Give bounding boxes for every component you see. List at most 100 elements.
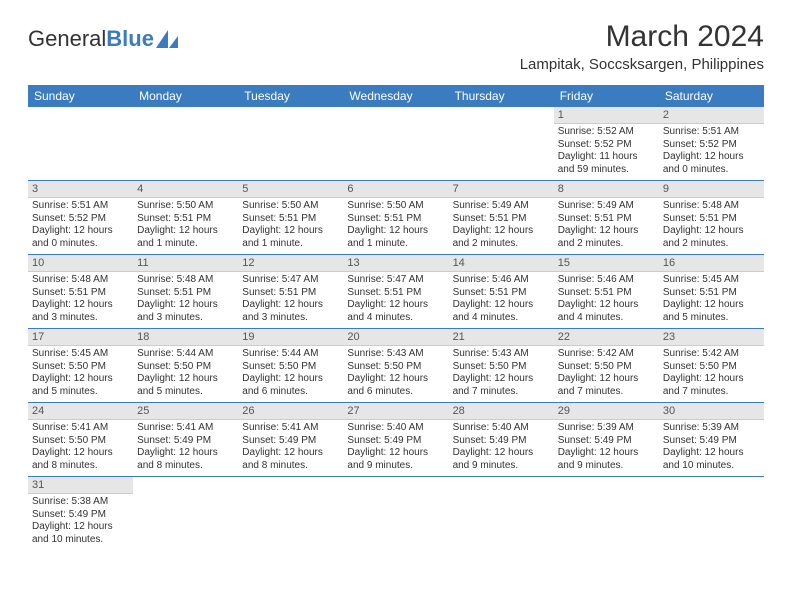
calendar-cell — [133, 107, 238, 181]
calendar-cell: 15Sunrise: 5:46 AMSunset: 5:51 PMDayligh… — [554, 255, 659, 329]
day-detail-line: Sunrise: 5:42 AM — [558, 348, 655, 361]
logo-text-2: Blue — [106, 26, 154, 52]
day-details: Sunrise: 5:49 AMSunset: 5:51 PMDaylight:… — [554, 198, 659, 254]
day-detail-line: Sunrise: 5:39 AM — [663, 422, 760, 435]
day-detail-line: Daylight: 11 hours — [558, 151, 655, 164]
calendar-cell — [449, 477, 554, 551]
day-detail-line: Sunset: 5:51 PM — [32, 287, 129, 300]
calendar-cell: 30Sunrise: 5:39 AMSunset: 5:49 PMDayligh… — [659, 403, 764, 477]
day-detail-line: Sunset: 5:51 PM — [453, 213, 550, 226]
day-details: Sunrise: 5:48 AMSunset: 5:51 PMDaylight:… — [659, 198, 764, 254]
day-detail-line: Sunset: 5:52 PM — [663, 139, 760, 152]
day-details: Sunrise: 5:41 AMSunset: 5:49 PMDaylight:… — [133, 420, 238, 476]
day-number: 28 — [449, 403, 554, 420]
day-number: 14 — [449, 255, 554, 272]
day-details: Sunrise: 5:46 AMSunset: 5:51 PMDaylight:… — [449, 272, 554, 328]
day-detail-line: Daylight: 12 hours — [663, 447, 760, 460]
day-detail-line: Sunset: 5:51 PM — [347, 287, 444, 300]
day-detail-line: and 9 minutes. — [453, 460, 550, 473]
day-detail-line: Sunset: 5:49 PM — [137, 435, 234, 448]
calendar-cell: 11Sunrise: 5:48 AMSunset: 5:51 PMDayligh… — [133, 255, 238, 329]
calendar-cell — [343, 107, 448, 181]
day-number: 4 — [133, 181, 238, 198]
logo: GeneralBlue — [28, 26, 178, 52]
day-detail-line: and 7 minutes. — [453, 386, 550, 399]
day-number: 18 — [133, 329, 238, 346]
day-details: Sunrise: 5:47 AMSunset: 5:51 PMDaylight:… — [238, 272, 343, 328]
day-detail-line: and 59 minutes. — [558, 164, 655, 177]
day-detail-line: Sunrise: 5:44 AM — [242, 348, 339, 361]
day-detail-line: and 2 minutes. — [663, 238, 760, 251]
day-detail-line: Sunrise: 5:47 AM — [347, 274, 444, 287]
day-detail-line: Daylight: 12 hours — [242, 447, 339, 460]
calendar-cell: 4Sunrise: 5:50 AMSunset: 5:51 PMDaylight… — [133, 181, 238, 255]
calendar-cell: 24Sunrise: 5:41 AMSunset: 5:50 PMDayligh… — [28, 403, 133, 477]
day-number: 2 — [659, 107, 764, 124]
calendar-cell — [28, 107, 133, 181]
day-details: Sunrise: 5:50 AMSunset: 5:51 PMDaylight:… — [133, 198, 238, 254]
day-detail-line: Sunset: 5:51 PM — [347, 213, 444, 226]
day-details: Sunrise: 5:41 AMSunset: 5:50 PMDaylight:… — [28, 420, 133, 476]
day-detail-line: and 1 minute. — [242, 238, 339, 251]
day-number: 22 — [554, 329, 659, 346]
calendar-cell: 12Sunrise: 5:47 AMSunset: 5:51 PMDayligh… — [238, 255, 343, 329]
calendar-cell: 18Sunrise: 5:44 AMSunset: 5:50 PMDayligh… — [133, 329, 238, 403]
day-header: Monday — [133, 85, 238, 107]
calendar-cell: 29Sunrise: 5:39 AMSunset: 5:49 PMDayligh… — [554, 403, 659, 477]
day-detail-line: Daylight: 12 hours — [137, 225, 234, 238]
calendar-cell: 25Sunrise: 5:41 AMSunset: 5:49 PMDayligh… — [133, 403, 238, 477]
calendar-cell: 17Sunrise: 5:45 AMSunset: 5:50 PMDayligh… — [28, 329, 133, 403]
day-detail-line: Sunset: 5:50 PM — [32, 435, 129, 448]
day-detail-line: and 9 minutes. — [347, 460, 444, 473]
day-detail-line: and 10 minutes. — [32, 534, 129, 547]
day-number: 16 — [659, 255, 764, 272]
day-details: Sunrise: 5:39 AMSunset: 5:49 PMDaylight:… — [659, 420, 764, 476]
day-detail-line: Daylight: 12 hours — [32, 447, 129, 460]
day-detail-line: and 5 minutes. — [663, 312, 760, 325]
day-detail-line: Sunrise: 5:48 AM — [137, 274, 234, 287]
day-details: Sunrise: 5:48 AMSunset: 5:51 PMDaylight:… — [133, 272, 238, 328]
day-detail-line: Sunrise: 5:50 AM — [137, 200, 234, 213]
day-detail-line: and 8 minutes. — [242, 460, 339, 473]
day-details: Sunrise: 5:52 AMSunset: 5:52 PMDaylight:… — [554, 124, 659, 180]
day-detail-line: and 8 minutes. — [32, 460, 129, 473]
calendar-cell — [238, 107, 343, 181]
day-details: Sunrise: 5:43 AMSunset: 5:50 PMDaylight:… — [449, 346, 554, 402]
day-number: 5 — [238, 181, 343, 198]
day-detail-line: Sunrise: 5:52 AM — [558, 126, 655, 139]
day-details: Sunrise: 5:42 AMSunset: 5:50 PMDaylight:… — [659, 346, 764, 402]
day-detail-line: and 6 minutes. — [242, 386, 339, 399]
day-detail-line: and 7 minutes. — [558, 386, 655, 399]
day-detail-line: Sunrise: 5:42 AM — [663, 348, 760, 361]
day-details: Sunrise: 5:40 AMSunset: 5:49 PMDaylight:… — [343, 420, 448, 476]
calendar-cell: 14Sunrise: 5:46 AMSunset: 5:51 PMDayligh… — [449, 255, 554, 329]
logo-text-1: General — [28, 26, 106, 52]
day-detail-line: Sunrise: 5:38 AM — [32, 496, 129, 509]
day-detail-line: Sunset: 5:51 PM — [558, 213, 655, 226]
calendar-week-row: 3Sunrise: 5:51 AMSunset: 5:52 PMDaylight… — [28, 181, 764, 255]
day-details: Sunrise: 5:42 AMSunset: 5:50 PMDaylight:… — [554, 346, 659, 402]
day-details: Sunrise: 5:45 AMSunset: 5:50 PMDaylight:… — [28, 346, 133, 402]
calendar-cell: 22Sunrise: 5:42 AMSunset: 5:50 PMDayligh… — [554, 329, 659, 403]
day-detail-line: Daylight: 12 hours — [347, 447, 444, 460]
calendar-cell: 21Sunrise: 5:43 AMSunset: 5:50 PMDayligh… — [449, 329, 554, 403]
day-detail-line: Sunset: 5:49 PM — [347, 435, 444, 448]
calendar-cell — [659, 477, 764, 551]
calendar-cell: 23Sunrise: 5:42 AMSunset: 5:50 PMDayligh… — [659, 329, 764, 403]
day-detail-line: Daylight: 12 hours — [558, 225, 655, 238]
day-number: 20 — [343, 329, 448, 346]
day-number: 12 — [238, 255, 343, 272]
calendar-cell — [133, 477, 238, 551]
day-header: Tuesday — [238, 85, 343, 107]
day-detail-line: Sunset: 5:51 PM — [137, 213, 234, 226]
calendar-table: Sunday Monday Tuesday Wednesday Thursday… — [28, 85, 764, 550]
day-detail-line: Sunrise: 5:40 AM — [453, 422, 550, 435]
month-title: March 2024 — [520, 20, 764, 54]
day-detail-line: and 0 minutes. — [663, 164, 760, 177]
day-detail-line: Daylight: 12 hours — [663, 225, 760, 238]
day-detail-line: Daylight: 12 hours — [137, 299, 234, 312]
day-detail-line: Daylight: 12 hours — [32, 373, 129, 386]
calendar-week-row: 24Sunrise: 5:41 AMSunset: 5:50 PMDayligh… — [28, 403, 764, 477]
day-detail-line: Sunset: 5:51 PM — [453, 287, 550, 300]
calendar-cell: 13Sunrise: 5:47 AMSunset: 5:51 PMDayligh… — [343, 255, 448, 329]
